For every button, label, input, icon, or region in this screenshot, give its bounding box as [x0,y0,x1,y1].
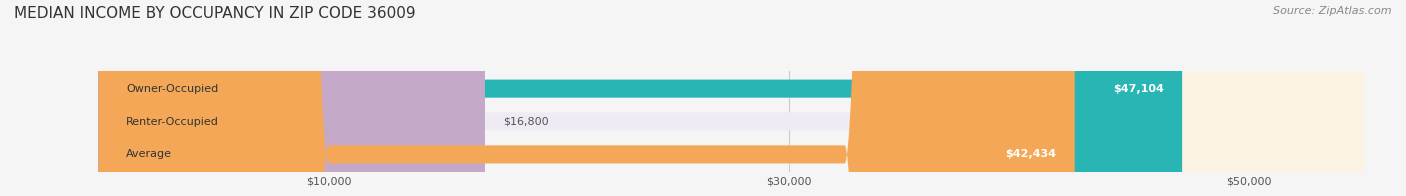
Text: Source: ZipAtlas.com: Source: ZipAtlas.com [1274,6,1392,16]
FancyBboxPatch shape [98,0,1182,196]
FancyBboxPatch shape [98,0,1364,196]
FancyBboxPatch shape [98,0,485,196]
FancyBboxPatch shape [98,0,1074,196]
Text: Owner-Occupied: Owner-Occupied [127,84,218,94]
FancyBboxPatch shape [98,0,1364,196]
Text: Renter-Occupied: Renter-Occupied [127,116,219,127]
Text: MEDIAN INCOME BY OCCUPANCY IN ZIP CODE 36009: MEDIAN INCOME BY OCCUPANCY IN ZIP CODE 3… [14,6,416,21]
Text: Average: Average [127,149,172,159]
FancyBboxPatch shape [98,0,1364,196]
Text: $42,434: $42,434 [1005,149,1056,159]
Text: $16,800: $16,800 [503,116,548,127]
Text: $47,104: $47,104 [1114,84,1164,94]
